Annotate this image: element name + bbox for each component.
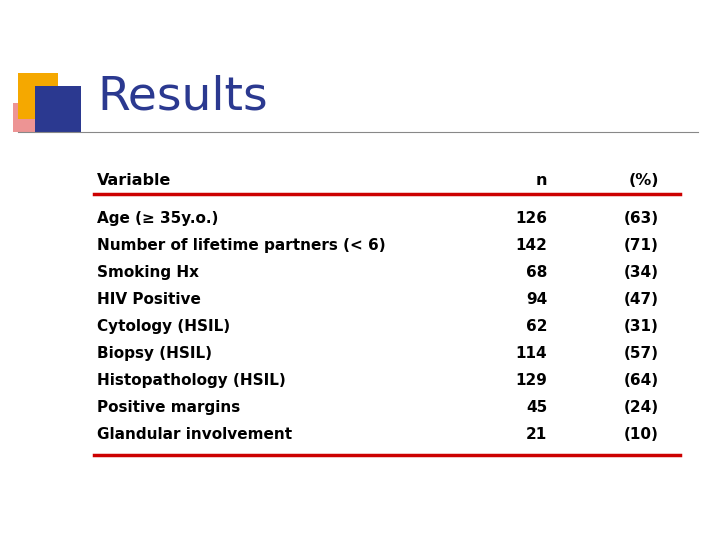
Text: Number of lifetime partners (< 6): Number of lifetime partners (< 6) xyxy=(97,238,386,253)
Text: Glandular involvement: Glandular involvement xyxy=(97,427,292,442)
Text: (31): (31) xyxy=(624,319,659,334)
Text: Age (≥ 35y.o.): Age (≥ 35y.o.) xyxy=(97,211,219,226)
Text: (71): (71) xyxy=(624,238,659,253)
Text: 62: 62 xyxy=(526,319,547,334)
Text: Biopsy (HSIL): Biopsy (HSIL) xyxy=(97,346,212,361)
Text: Variable: Variable xyxy=(97,173,171,188)
Text: 114: 114 xyxy=(516,346,547,361)
Text: HIV Positive: HIV Positive xyxy=(97,292,201,307)
Text: (24): (24) xyxy=(624,400,659,415)
Text: (47): (47) xyxy=(624,292,659,307)
Text: (34): (34) xyxy=(624,265,659,280)
Text: 45: 45 xyxy=(526,400,547,415)
Text: (10): (10) xyxy=(624,427,659,442)
Text: 68: 68 xyxy=(526,265,547,280)
Text: 94: 94 xyxy=(526,292,547,307)
Text: (64): (64) xyxy=(624,373,659,388)
Text: Histopathology (HSIL): Histopathology (HSIL) xyxy=(97,373,286,388)
Text: 126: 126 xyxy=(516,211,547,226)
Text: 21: 21 xyxy=(526,427,547,442)
Text: (%): (%) xyxy=(629,173,659,188)
Text: Results: Results xyxy=(97,75,268,120)
Text: Smoking Hx: Smoking Hx xyxy=(97,265,199,280)
Text: 142: 142 xyxy=(516,238,547,253)
Text: (63): (63) xyxy=(624,211,659,226)
Text: Cytology (HSIL): Cytology (HSIL) xyxy=(97,319,230,334)
Text: (57): (57) xyxy=(624,346,659,361)
Text: Positive margins: Positive margins xyxy=(97,400,240,415)
Text: 129: 129 xyxy=(516,373,547,388)
Text: n: n xyxy=(536,173,547,188)
